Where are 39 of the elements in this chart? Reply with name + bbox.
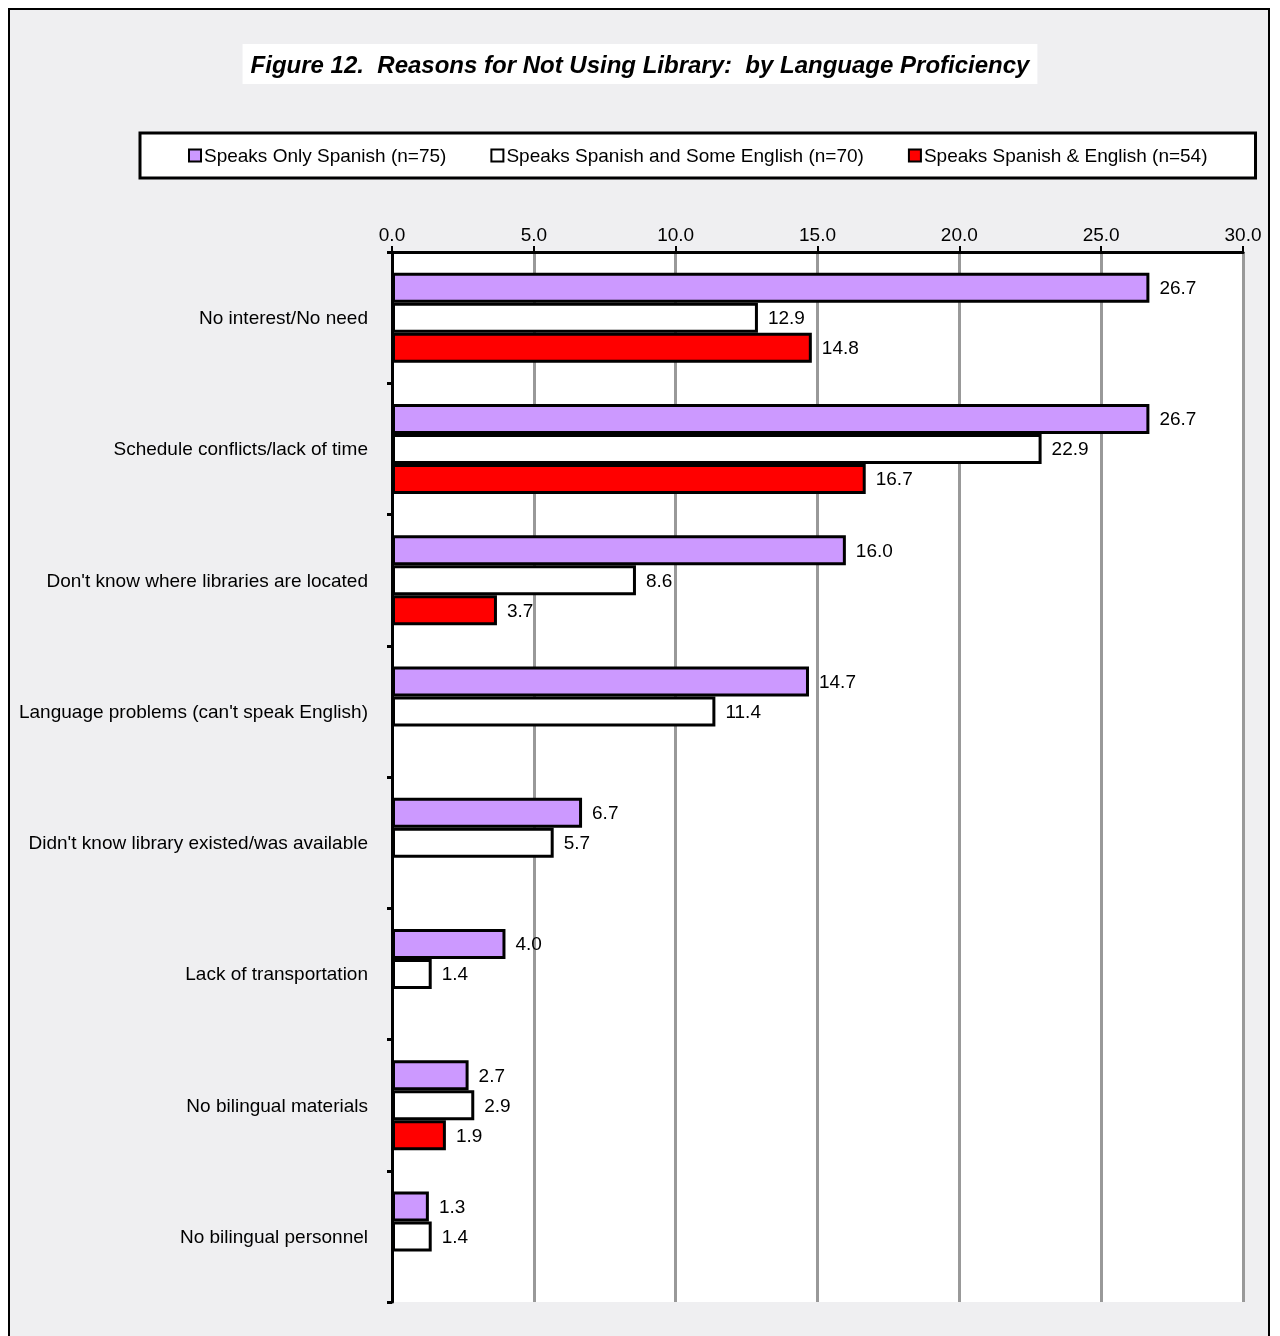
data-label: 6.7: [592, 802, 619, 824]
data-label: 5.7: [563, 832, 591, 854]
x-tick-label: 30.0: [1224, 224, 1262, 245]
data-label: 2.7: [478, 1064, 506, 1086]
data-label: 1.3: [438, 1195, 466, 1217]
data-label: 1.4: [441, 963, 469, 985]
data-label: 16.7: [875, 468, 913, 490]
chart-title: Figure 12. Reasons for Not Using Library: by Language Proficiency: [250, 50, 1032, 78]
data-label: 11.4: [725, 700, 762, 722]
legend-label: Speaks Spanish & English (n=54): [923, 145, 1208, 166]
data-label: 14.8: [821, 337, 859, 359]
legend-label: Speaks Only Spanish (n=75): [204, 145, 447, 166]
y-tick-label: No interest/No need: [199, 307, 368, 329]
data-label: 14.7: [818, 670, 856, 692]
x-tick-label: 10.0: [657, 224, 695, 245]
y-tick-label: Don't know where libraries are located: [46, 569, 368, 591]
y-tick-label: No bilingual materials: [186, 1094, 368, 1116]
y-tick-label: Schedule conflicts/lack of time: [113, 438, 368, 460]
y-tick-label: No bilingual personnel: [179, 1225, 368, 1247]
x-tick-label: 15.0: [799, 224, 836, 245]
data-label: 8.6: [645, 569, 673, 591]
data-label: 22.9: [1051, 438, 1089, 460]
x-tick-label: 5.0: [520, 224, 548, 245]
data-label: 1.4: [441, 1225, 469, 1247]
data-label: 4.0: [515, 933, 542, 955]
data-label: 12.9: [767, 307, 805, 329]
data-label: 2.9: [484, 1094, 511, 1116]
data-label: 3.7: [506, 599, 534, 621]
y-tick-label: Language problems (can't speak English): [18, 700, 368, 722]
x-tick-label: 25.0: [1082, 224, 1120, 245]
data-label: 1.9: [455, 1124, 483, 1146]
data-label: 26.7: [1159, 277, 1197, 299]
y-tick-label: Lack of transportation: [185, 963, 368, 985]
data-label: 26.7: [1159, 408, 1197, 430]
x-tick-label: 0.0: [378, 224, 406, 245]
data-label: 16.0: [855, 539, 893, 561]
x-tick-label: 20.0: [940, 224, 978, 245]
legend-label: Speaks Spanish and Some English (n=70): [506, 145, 864, 166]
y-tick-label: Didn't know library existed/was available: [28, 832, 368, 854]
